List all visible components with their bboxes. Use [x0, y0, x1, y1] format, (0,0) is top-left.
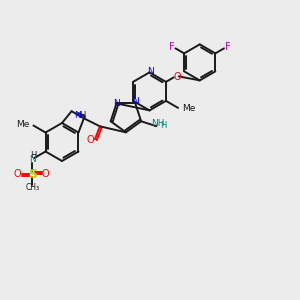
Text: O: O: [86, 135, 94, 145]
Text: N: N: [74, 111, 81, 120]
Text: N: N: [147, 67, 154, 76]
Text: N: N: [29, 155, 36, 164]
Text: Me: Me: [16, 120, 29, 129]
Text: O: O: [41, 169, 49, 179]
Text: H: H: [80, 111, 86, 120]
Text: F: F: [169, 42, 174, 52]
Text: Me: Me: [182, 104, 195, 113]
Text: CH₃: CH₃: [25, 182, 39, 191]
Text: N: N: [132, 97, 139, 106]
Text: H: H: [30, 152, 37, 160]
Text: F: F: [225, 42, 231, 52]
Text: O: O: [174, 72, 182, 82]
Text: S: S: [28, 167, 37, 181]
Text: NH: NH: [152, 119, 165, 128]
Text: N: N: [113, 99, 120, 108]
Text: H: H: [160, 121, 167, 130]
Text: O: O: [14, 169, 21, 179]
